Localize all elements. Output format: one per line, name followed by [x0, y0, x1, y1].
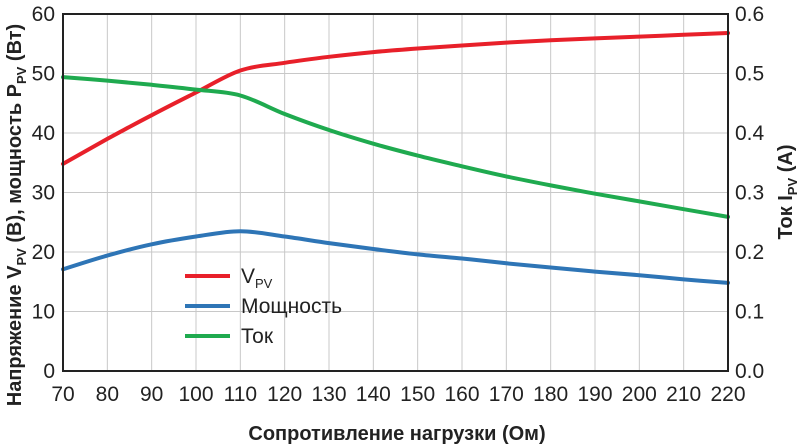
- x-tick-label: 70: [51, 383, 74, 406]
- legend-label: Ток: [241, 325, 274, 348]
- series-line-power: [61, 229, 730, 285]
- y-left-tick-label: 30: [32, 182, 55, 205]
- x-axis-title: Сопротивление нагрузки (Ом): [248, 423, 545, 445]
- y-left-tick-label: 10: [32, 301, 55, 324]
- x-tick-label: 220: [710, 383, 745, 406]
- y-left-title-part1: Напряжение V: [4, 265, 26, 406]
- x-tick-label: 210: [666, 383, 701, 406]
- grid: [63, 14, 728, 371]
- x-tick-label: 180: [533, 383, 568, 406]
- x-tick-label: 80: [96, 383, 119, 406]
- y-right-title-sub: PV: [785, 178, 800, 196]
- series-lines: [61, 31, 730, 285]
- legend-label: VPV: [241, 265, 273, 291]
- y-left-tick-labels: 0 10 20 30 40 50 60: [32, 3, 55, 383]
- y-right-tick-label: 0.4: [735, 122, 765, 145]
- x-tick-label: 110: [224, 383, 257, 406]
- series-line-current: [61, 75, 730, 219]
- y-right-title-part2: (А): [775, 145, 797, 178]
- y-left-axis-title: Напряжение VPV (В), мощность PPV (Вт): [4, 24, 29, 406]
- plot-frame: [62, 13, 729, 372]
- y-left-title-sub1: PV: [14, 248, 29, 266]
- x-tick-label: 130: [311, 383, 346, 406]
- x-tick-label: 120: [267, 383, 302, 406]
- y-right-title-part1: Ток I: [775, 195, 797, 239]
- x-tick-label: 140: [356, 383, 391, 406]
- y-left-tick-label: 40: [32, 122, 55, 145]
- y-left-tick-label: 50: [32, 63, 55, 86]
- y-right-tick-label: 0.5: [735, 63, 764, 86]
- y-right-tick-label: 0.2: [735, 241, 764, 264]
- x-tick-label: 160: [444, 383, 479, 406]
- y-right-tick-labels: 0.0 0.1 0.2 0.3 0.4 0.5 0.6: [735, 3, 765, 383]
- x-tick-label: 200: [622, 383, 657, 406]
- y-left-title-part3: (Вт): [4, 24, 26, 67]
- y-right-tick-label: 0.3: [735, 182, 764, 205]
- series-line-vpv: [61, 31, 730, 166]
- x-tick-labels: 70 80 90 100 110 120 130 140 150 160 170 180 190 200 2…: [51, 383, 745, 406]
- x-tick-label: 90: [140, 383, 163, 406]
- x-tick-label: 150: [400, 383, 435, 406]
- y-left-tick-label: 20: [32, 241, 55, 264]
- y-right-tick-label: 0.1: [735, 301, 764, 324]
- y-left-tick-label: 60: [32, 3, 55, 26]
- legend: VPV Мощность Ток: [185, 265, 342, 348]
- y-left-title-sub2: PV: [14, 66, 29, 84]
- y-right-axis-title: Ток IPV (А): [775, 145, 800, 240]
- x-tick-label: 100: [178, 383, 213, 406]
- y-right-tick-label: 0.6: [735, 3, 764, 26]
- y-left-title-part2: (В), мощность P: [4, 84, 26, 248]
- y-left-tick-label: 0: [43, 360, 55, 383]
- legend-label: Мощность: [241, 295, 342, 318]
- x-tick-label: 190: [577, 383, 612, 406]
- y-right-tick-label: 0.0: [735, 360, 764, 383]
- x-tick-label: 170: [489, 383, 524, 406]
